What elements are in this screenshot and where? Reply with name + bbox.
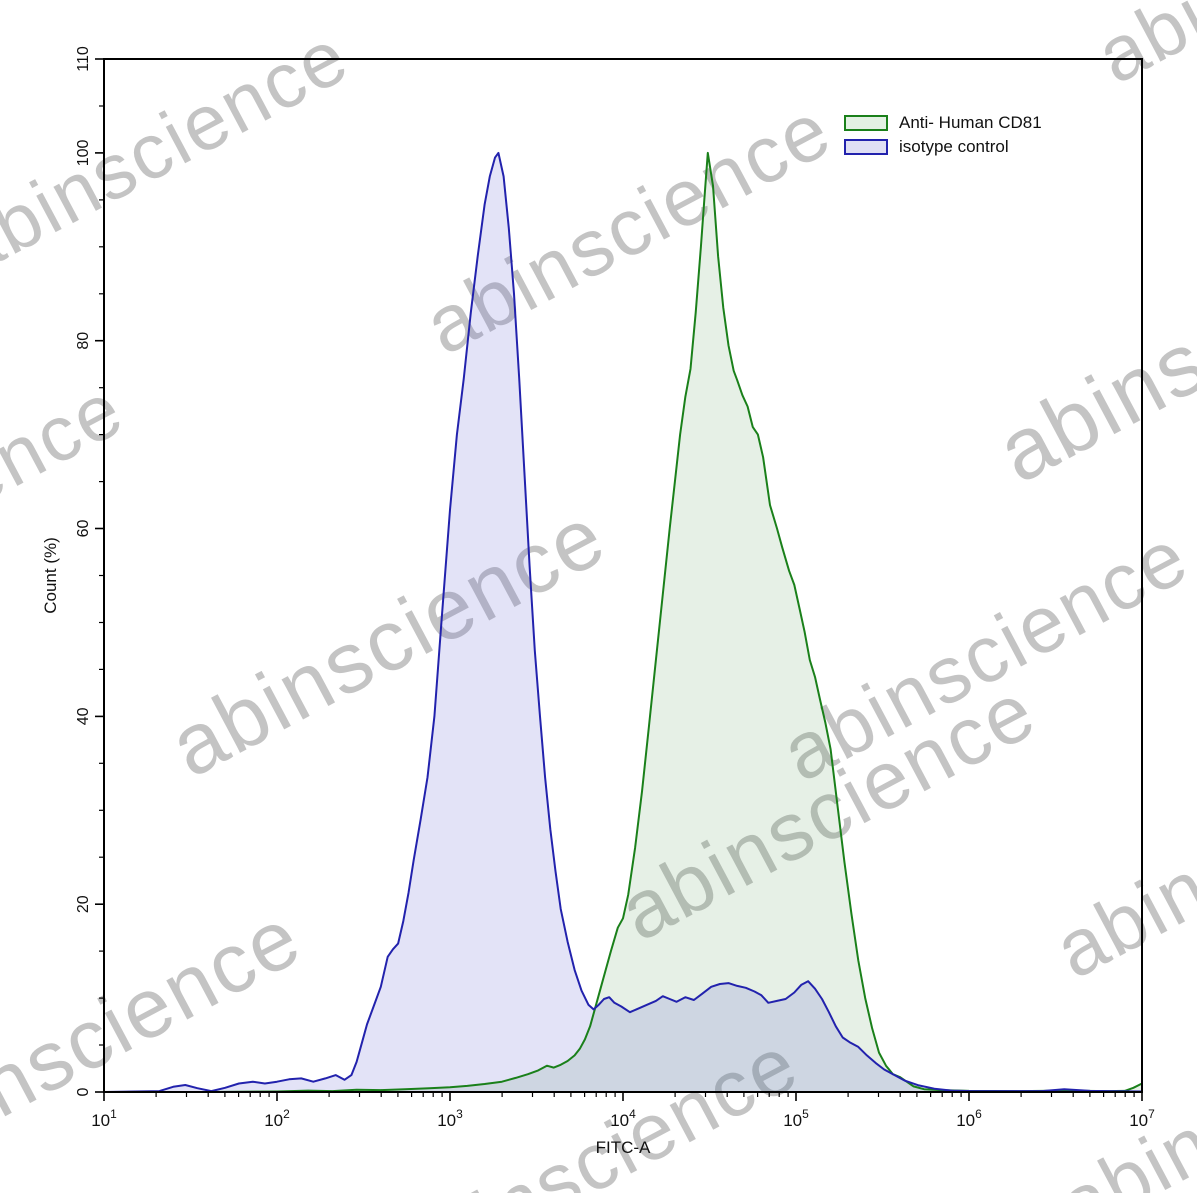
x-axis-title: FITC-A [596, 1138, 651, 1157]
x-tick-label: 102 [264, 1107, 290, 1130]
y-tick-label: 60 [75, 520, 92, 538]
x-tick-label: 105 [783, 1107, 809, 1130]
legend-swatch-blue [844, 139, 888, 155]
legend-label: Anti- Human CD81 [899, 113, 1042, 132]
x-tick-label: 103 [437, 1107, 463, 1130]
y-tick-label: 40 [75, 707, 92, 725]
x-axis-major: 101 102 103 104 105 106 107 [91, 1092, 1155, 1130]
y-axis-title: Count (%) [41, 537, 60, 614]
series-area [104, 152, 1142, 1092]
legend-item-anti-human-cd81: Anti- Human CD81 [844, 113, 1042, 133]
y-axis-major: 0 20 40 60 80 100 110 [75, 46, 104, 1096]
legend-item-isotype-control: isotype control [844, 137, 1042, 157]
legend: Anti- Human CD81 isotype control [844, 113, 1042, 161]
x-tick-label: 106 [956, 1107, 982, 1130]
y-tick-label: 100 [75, 139, 92, 166]
y-tick-label: 110 [75, 46, 92, 72]
y-axis [99, 105, 104, 1046]
y-tick-label: 0 [75, 1087, 92, 1096]
legend-swatch-green [844, 115, 888, 131]
legend-label: isotype control [899, 137, 1009, 156]
y-tick-label: 20 [75, 895, 92, 913]
y-tick-label: 80 [75, 332, 92, 350]
x-tick-label: 101 [91, 1107, 117, 1130]
x-axis [155, 1092, 1135, 1097]
series-curve [103, 151, 1143, 1093]
x-tick-label: 107 [1129, 1107, 1155, 1130]
x-tick-label: 104 [610, 1107, 636, 1130]
series-curve [104, 151, 1143, 1093]
